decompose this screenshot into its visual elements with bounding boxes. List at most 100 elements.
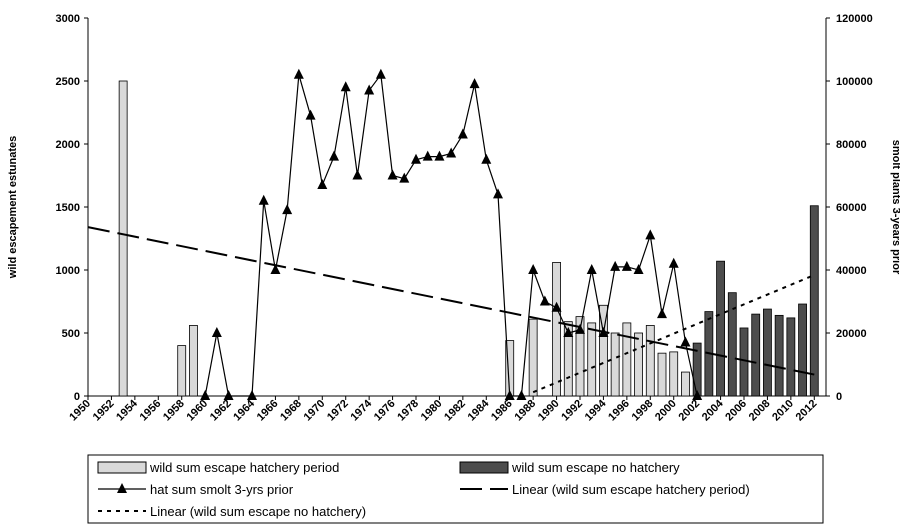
- x-tick-label: 1950: [67, 398, 93, 424]
- marker: [223, 390, 234, 400]
- marker: [551, 301, 562, 312]
- marker: [434, 150, 445, 161]
- x-tick-label: 1960: [184, 398, 210, 424]
- x-tick-label: 1958: [161, 398, 187, 424]
- x-tick-label: 2000: [653, 398, 679, 424]
- legend-label: wild sum escape hatchery period: [149, 460, 339, 475]
- legend-marker: [117, 483, 127, 493]
- marker: [469, 78, 480, 89]
- marker: [493, 188, 503, 199]
- x-tick-label: 1982: [442, 398, 468, 424]
- x-tick-label: 2012: [794, 398, 820, 424]
- marker: [516, 390, 527, 400]
- y2-tick-label: 20000: [836, 328, 867, 340]
- x-tick-label: 1968: [278, 398, 304, 424]
- marker: [610, 260, 621, 271]
- x-tick-label: 1988: [512, 398, 538, 424]
- marker: [668, 257, 679, 268]
- marker: [340, 81, 351, 92]
- marker: [387, 169, 398, 180]
- x-tick-label: 2002: [676, 398, 702, 424]
- y2-tick-label: 100000: [836, 76, 873, 88]
- marker: [563, 327, 574, 337]
- marker: [645, 229, 656, 240]
- x-tick-label: 1992: [559, 398, 585, 424]
- marker: [539, 295, 550, 306]
- marker: [247, 390, 257, 400]
- y-tick-label: 500: [62, 328, 80, 340]
- bar: [657, 352, 667, 397]
- x-tick-label: 1980: [419, 398, 445, 424]
- marker: [575, 323, 585, 334]
- marker: [399, 172, 410, 183]
- bar: [716, 260, 725, 397]
- x-tick-label: 1970: [302, 398, 328, 424]
- y-tick-label: 3000: [56, 13, 80, 25]
- legend: wild sum escape hatchery period wild sum …: [97, 460, 750, 519]
- y-tick-label: 1500: [56, 202, 80, 214]
- marker: [282, 204, 293, 215]
- x-tick-label: 1974: [348, 397, 374, 423]
- marker: [586, 264, 597, 274]
- marker: [411, 153, 421, 164]
- marker: [293, 68, 304, 79]
- y-tick-label: 2000: [56, 139, 80, 151]
- y2-axis-label: smolt plants 3-years prior: [890, 140, 900, 275]
- bar: [177, 345, 187, 397]
- bar: [634, 332, 643, 397]
- marker: [481, 153, 492, 164]
- x-tick-label: 1954: [114, 397, 140, 423]
- marker: [680, 336, 691, 347]
- y-axis-label: wild escapement estunates: [7, 136, 19, 279]
- marker: [270, 264, 281, 274]
- bar: [528, 318, 538, 397]
- x-tick-label: 1966: [255, 398, 281, 424]
- x-tick-label: 2010: [770, 398, 796, 424]
- marker: [305, 109, 316, 120]
- marker: [528, 264, 539, 274]
- x-tick-label: 1962: [208, 398, 234, 424]
- x-tick-label: 2004: [700, 397, 726, 423]
- bar: [763, 308, 772, 397]
- y-tick-label: 2500: [56, 76, 80, 88]
- marker: [633, 264, 644, 274]
- marker: [211, 327, 222, 337]
- bar: [809, 205, 819, 397]
- x-tick-label: 1964: [231, 397, 257, 423]
- marker: [457, 128, 468, 139]
- bar: [575, 316, 585, 397]
- line-dash: [87, 226, 815, 376]
- bar: [552, 262, 561, 397]
- x-tick-label: 1984: [466, 397, 492, 423]
- y-tick-label: 0: [74, 391, 80, 403]
- x-tick-label: 2006: [723, 398, 749, 424]
- bar: [751, 313, 761, 397]
- x-tick-label: 1990: [536, 398, 562, 424]
- bar: [798, 303, 807, 397]
- x-tick-label: 2008: [747, 398, 773, 424]
- legend-label: Linear (wild sum escape hatchery period): [512, 482, 750, 497]
- x-tick-label: 1998: [630, 398, 656, 424]
- x-tick-label: 1976: [372, 398, 398, 424]
- x-tick-label: 1994: [583, 397, 609, 423]
- bar: [786, 317, 796, 397]
- marker: [621, 260, 632, 271]
- legend-swatch: [97, 461, 147, 474]
- bar: [645, 325, 655, 397]
- legend-label: Linear (wild sum escape no hatchery): [150, 504, 366, 519]
- marker: [504, 390, 515, 400]
- marker: [317, 178, 328, 189]
- y-tick-label: 1000: [56, 265, 80, 277]
- legend-label: hat sum smolt 3-yrs prior: [150, 482, 294, 497]
- y2-tick-label: 120000: [836, 13, 873, 25]
- marker: [200, 390, 211, 400]
- x-tick-label: 1986: [489, 398, 515, 424]
- bar: [739, 327, 749, 397]
- marker: [364, 84, 375, 95]
- bar: [681, 371, 690, 397]
- marker: [422, 150, 433, 161]
- bar: [669, 351, 679, 397]
- marker: [375, 68, 386, 79]
- x-tick-label: 1952: [91, 398, 117, 424]
- x-tick-label: 1956: [138, 398, 164, 424]
